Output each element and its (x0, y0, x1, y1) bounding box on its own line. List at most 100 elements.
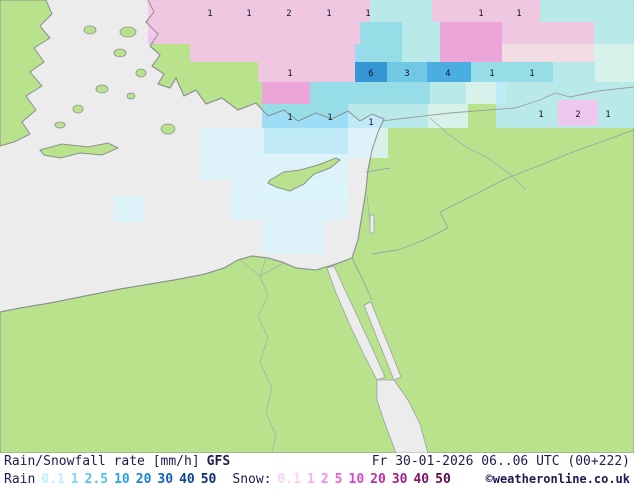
rain-scale-value: 20 (135, 472, 152, 487)
precip-cell (502, 22, 594, 44)
precip-value: 2 (286, 9, 291, 19)
precip-cell (540, 0, 634, 22)
snow-scale-value: 40 (413, 472, 430, 487)
precip-cell (553, 62, 595, 82)
precip-cell (355, 62, 387, 82)
precip-cell (190, 44, 360, 62)
snow-scale-value: 30 (391, 472, 408, 487)
precip-value: 1 (516, 9, 521, 19)
rain-scale: 0.1 1 2.5 10 20 30 40 50 (41, 472, 222, 487)
precip-cell (402, 22, 440, 44)
precip-cell (370, 0, 432, 22)
snow-scale-value: 5 (334, 472, 343, 487)
precip-value: 1 (605, 110, 610, 120)
euphrates-river (429, 117, 527, 191)
snow-scale-value: 10 (348, 472, 365, 487)
map-title: Rain/Snowfall rate [mm/h] (4, 454, 200, 469)
precip-cell (432, 0, 540, 22)
precip-value: 1 (326, 9, 331, 19)
country-borders (351, 86, 634, 301)
rain-scale-value: 30 (157, 472, 174, 487)
precip-cell (262, 104, 348, 128)
precip-value: 1 (327, 113, 332, 123)
precip-cell (262, 220, 324, 254)
precip-value: 3 (404, 69, 409, 79)
precip-cell (348, 128, 388, 158)
snow-scale-value: 20 (370, 472, 386, 487)
weather-map: 1 1 2 1 1 1 1 1 6 3 4 1 1 1 1 1 1 2 1 (0, 0, 634, 453)
rain-scale-value: 0.1 (41, 472, 65, 487)
precip-cell (440, 44, 502, 62)
precip-value: 1 (287, 69, 292, 79)
precip-value: 1 (207, 9, 212, 19)
rain-label: Rain (4, 472, 36, 487)
precip-value: 1 (489, 69, 494, 79)
coastline (0, 0, 385, 313)
precip-cell (440, 22, 502, 44)
precip-cell (310, 82, 430, 104)
precip-cell (594, 44, 634, 62)
precip-cell (427, 62, 471, 82)
precip-layer (114, 0, 634, 254)
legend-bar: Rain/Snowfall rate [mm/h] GFS Fr 30-01-2… (0, 453, 634, 490)
precip-value: 1 (287, 113, 292, 123)
map-canvas: 1 1 2 1 1 1 1 1 6 3 4 1 1 1 1 1 1 2 1 (0, 0, 634, 453)
precip-cell (262, 82, 310, 104)
precip-value: 2 (575, 110, 580, 120)
red-sea-gulfs (326, 214, 429, 453)
coast-border-layer (0, 0, 634, 453)
precip-cell (428, 104, 468, 128)
dead-sea (369, 214, 375, 234)
model-name: GFS (206, 454, 231, 469)
aegean-islands (54, 25, 176, 135)
snow-label: Snow: (232, 472, 272, 487)
rain-scale-value: 10 (114, 472, 130, 487)
precip-cell (515, 62, 553, 82)
precip-cell (114, 196, 144, 222)
legend-scale-row: Rain 0.1 1 2.5 10 20 30 40 50 Snow: 0.1 1 2 5 10 20 3… (4, 472, 630, 490)
red-sea (376, 379, 429, 453)
precip-cell (200, 128, 264, 180)
precip-cell (502, 44, 594, 62)
precip-cell (148, 22, 360, 44)
precip-cell (430, 82, 466, 104)
snow-scale-value: 0.1 (277, 472, 302, 487)
crete-island (39, 142, 120, 159)
precip-cell (355, 44, 402, 62)
precip-cell (387, 62, 427, 82)
rain-scale-value: 40 (179, 472, 195, 487)
precip-cell (496, 82, 634, 104)
precip-cell (148, 0, 370, 22)
precip-cell (471, 62, 515, 82)
precip-cell (402, 44, 440, 62)
snow-scale-value: 50 (435, 472, 451, 487)
copyright-link[interactable]: ©weatheronline.co.uk (485, 472, 631, 486)
precip-value: 1 (368, 118, 373, 128)
rain-scale-value: 50 (200, 472, 217, 487)
precip-value: 1 (529, 69, 534, 79)
nile-river (257, 257, 277, 453)
precip-cell (594, 22, 634, 44)
rain-scale-value: 1 (70, 472, 79, 487)
forecast-datetime: Fr 30-01-2026 06..06 UTC (00+222) (371, 454, 630, 469)
precip-cell (258, 62, 355, 82)
legend-title-row: Rain/Snowfall rate [mm/h] GFS Fr 30-01-2… (4, 454, 630, 472)
precip-value: 1 (478, 9, 483, 19)
precip-cell (558, 100, 598, 126)
cyprus-island (267, 157, 341, 192)
snow-scale: 0.1 1 2 5 10 20 30 40 50 (278, 472, 457, 487)
precip-value: 1 (365, 9, 370, 19)
greece-fill (0, 0, 53, 147)
snow-scale-value: 1 (307, 472, 315, 487)
precip-values-layer: 1 1 2 1 1 1 1 1 6 3 4 1 1 1 1 1 1 2 1 (207, 9, 610, 128)
precip-cell (264, 128, 348, 154)
precip-value: 4 (445, 69, 450, 79)
snow-scale-value: 2 (320, 472, 329, 487)
precip-cell (348, 104, 428, 128)
rain-scale-value: 2.5 (84, 472, 109, 487)
precip-value: 6 (368, 69, 373, 79)
precip-cell (595, 62, 634, 82)
precip-value: 1 (538, 110, 543, 120)
precip-cell (360, 22, 402, 44)
precip-value: 1 (246, 9, 251, 19)
